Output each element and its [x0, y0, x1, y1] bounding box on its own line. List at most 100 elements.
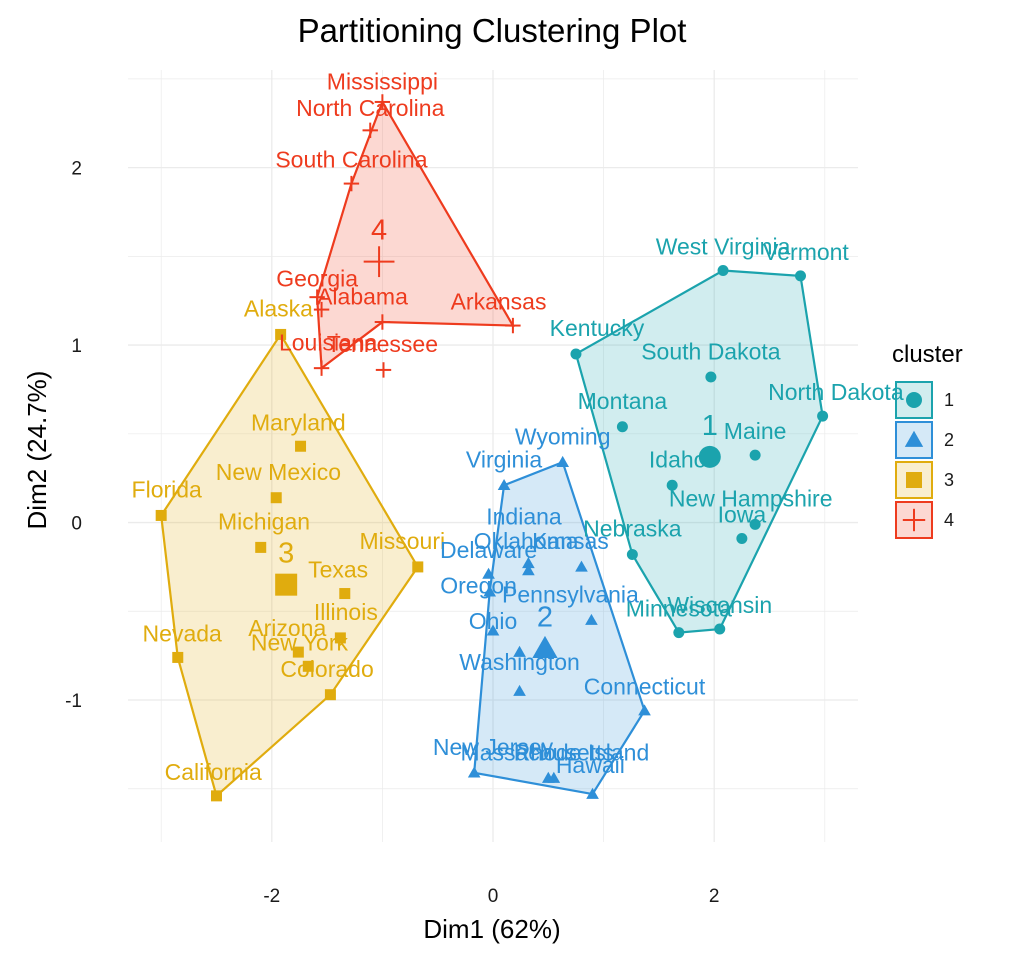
point-label: Kansas [532, 528, 609, 554]
legend-item-4: 4 [895, 501, 954, 539]
point-label: Minnesota [626, 596, 732, 622]
legend: cluster 1 2 3 4 [892, 341, 963, 539]
point-label: Arizona [248, 615, 326, 641]
point-label: New York [251, 629, 349, 655]
point-georgia [309, 289, 325, 305]
point-arizona [292, 646, 304, 658]
cluster-centers: 1 2 3 4 [275, 215, 721, 659]
point-oklahoma [522, 564, 535, 576]
point-new-york [302, 660, 314, 672]
point-label: New Jersey [433, 734, 554, 760]
point-label: Wisconsin [667, 592, 772, 618]
point-label: Maryland [251, 409, 346, 435]
point-label: Connecticut [584, 674, 706, 700]
axis-ticks: -2 0 2 -1 0 1 2 [65, 159, 719, 907]
point-tennessee2 [375, 362, 392, 378]
point-label: Georgia [276, 266, 358, 292]
point-label: Montana [578, 388, 668, 414]
point-iowa [736, 533, 748, 545]
point-illinois [334, 632, 346, 644]
cluster-center-1 [698, 445, 721, 468]
cluster-hull-4 [316, 99, 515, 371]
point-label: Delaware [440, 537, 537, 563]
point-new-mexico [270, 492, 282, 504]
y-tick-label: 1 [71, 336, 82, 357]
point-new-jersey [467, 766, 481, 778]
point-wisconsin [714, 623, 726, 635]
point-label: Alabama [317, 283, 408, 309]
point-label: California [165, 759, 262, 785]
point-alabama [313, 301, 330, 318]
point-florida [155, 509, 167, 521]
point-vermont [794, 270, 806, 282]
point-label: New Hampshire [669, 486, 833, 512]
point-louisiana [313, 360, 330, 376]
point-pennsylvania [585, 613, 598, 625]
point-label: South Dakota [641, 338, 781, 364]
point-hawaii [586, 787, 599, 799]
point-label: Oklahoma [474, 528, 579, 554]
legend-title: cluster [892, 341, 963, 368]
legend-item-1: 1 [895, 381, 954, 419]
point-kentucky [570, 348, 582, 360]
legend-symbol [902, 508, 926, 532]
point-label: Rhode Island [514, 739, 650, 765]
legend-label: 2 [944, 430, 954, 450]
point-rhode-island [541, 771, 555, 783]
cluster-center-2 [532, 635, 558, 659]
point-texas [339, 588, 351, 600]
point-montana [616, 421, 628, 433]
point-label: Mississippi [327, 69, 438, 95]
point-label: Indiana [486, 503, 562, 529]
point-north-carolina [362, 122, 378, 139]
point-maryland [295, 440, 307, 452]
point-mississippi [374, 94, 391, 110]
cluster-center-label: 3 [278, 538, 294, 570]
x-tick-label: 2 [709, 886, 720, 907]
chart-title: Partitioning Clustering Plot [298, 12, 687, 49]
point-alaska [275, 328, 287, 340]
point-indiana [522, 557, 535, 569]
x-tick-label: 0 [488, 886, 499, 907]
point-label: Missouri [359, 528, 445, 554]
legend-symbol [906, 472, 922, 488]
y-tick-label: -1 [65, 691, 82, 712]
legend-symbol [904, 430, 924, 447]
point-new-hampshire [749, 518, 761, 530]
point-label: Colorado [280, 656, 373, 682]
point-colorado [324, 689, 336, 701]
point-label: Tennessee [327, 331, 438, 357]
cluster-center-3 [275, 573, 298, 596]
point-label: Nebraska [583, 516, 682, 542]
legend-label: 3 [944, 470, 954, 490]
point-label: North Carolina [296, 95, 444, 121]
point-label: Virginia [466, 447, 542, 473]
y-tick-label: 2 [71, 159, 82, 180]
point-label: New Mexico [216, 459, 341, 485]
point-utah [513, 684, 526, 696]
point-label: Illinois [314, 599, 378, 625]
point-ohio [486, 624, 500, 636]
point-connecticut [638, 704, 651, 716]
point-label: West Virginia [656, 234, 791, 260]
point-south-carolina [343, 175, 360, 192]
point-washington [513, 645, 526, 657]
point-virginia [497, 478, 511, 491]
legend-label: 1 [944, 390, 954, 410]
cluster-center-label: 1 [702, 410, 718, 442]
cluster-center-4 [363, 246, 395, 278]
point-california [210, 790, 222, 802]
legend-item-3: 3 [895, 461, 954, 499]
point-label: Michigan [218, 509, 310, 535]
point-label: Pennsylvania [502, 581, 639, 607]
point-nebraska [626, 548, 638, 560]
point-idaho [666, 479, 678, 491]
point-wyoming [556, 455, 570, 467]
point-label: Wyoming [515, 423, 611, 449]
point-label: Oregon [440, 573, 517, 599]
point-oregon [483, 585, 497, 597]
point-west-virginia [717, 265, 729, 277]
point-kansas [575, 560, 588, 572]
legend-label: 4 [944, 510, 954, 530]
